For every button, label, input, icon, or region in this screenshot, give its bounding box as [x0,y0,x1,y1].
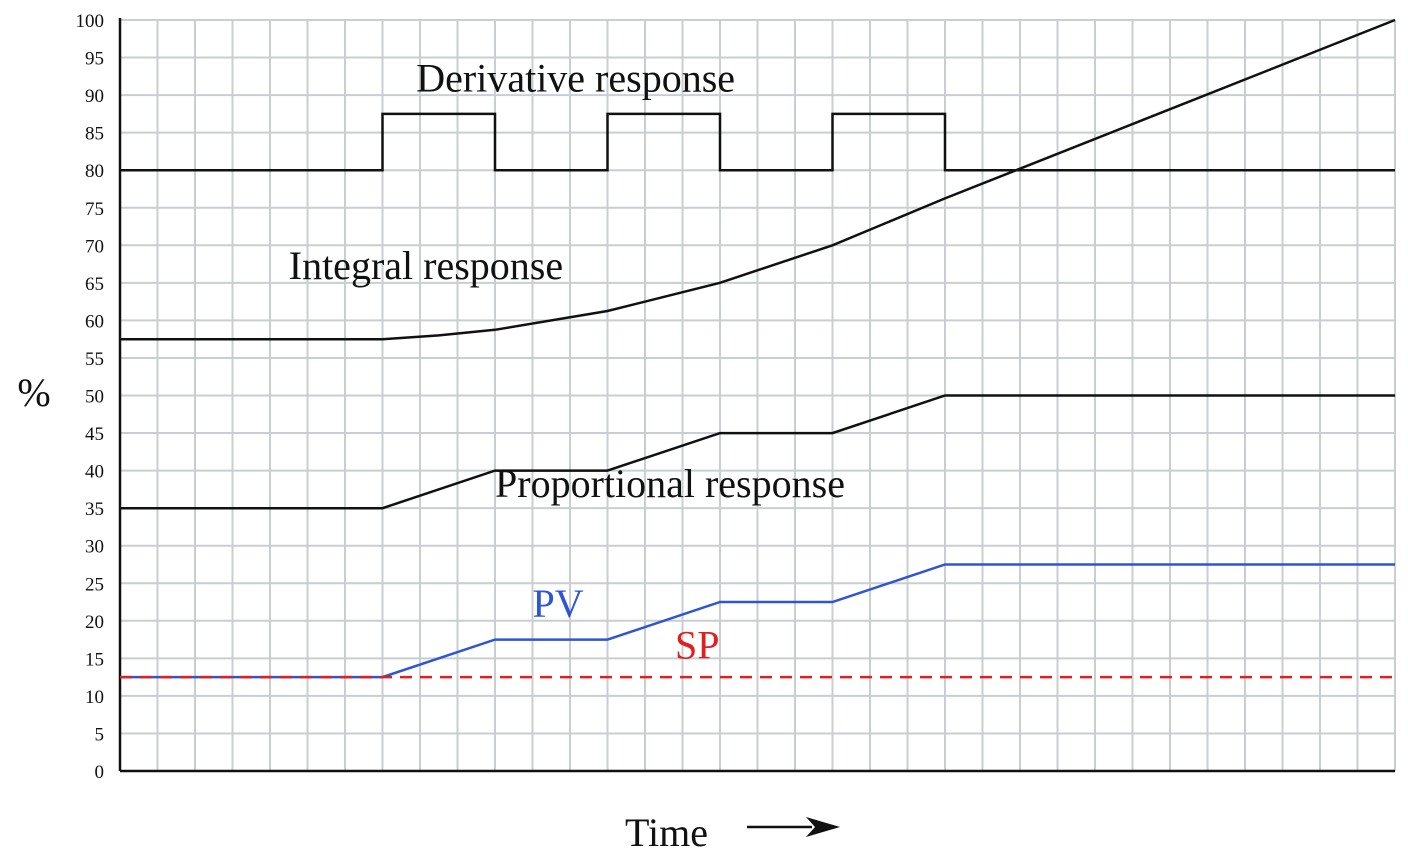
y-tick-label: 60 [85,311,104,332]
y-tick-label: 30 [85,537,104,558]
x-axis-label: Time [625,810,708,855]
y-tick-label: 55 [85,349,104,370]
annotation-proportional-response: Proportional response [495,461,845,506]
y-tick-label: 85 [85,124,104,145]
series-line-pv [120,563,1395,679]
series-line-integral-response [120,18,1396,341]
y-tick-label: 15 [85,649,104,670]
annotation-pv: PV [533,581,584,626]
series [120,18,1396,679]
y-tick-label: 90 [85,86,104,107]
y-tick-label: 5 [95,724,105,745]
axes [118,18,1395,773]
y-tick-label: 35 [85,499,104,520]
y-tick-label: 10 [85,687,104,708]
y-tick-label: 40 [85,462,104,483]
grid [120,19,1396,771]
y-tick-label: 100 [76,11,105,32]
y-tick-label: 25 [85,574,104,595]
y-tick-label: 95 [85,49,104,70]
x-axis-title: Time [625,810,840,855]
arrow-right-icon [747,817,840,837]
annotation-sp: SP [675,622,720,667]
y-tick-label: 20 [85,612,104,633]
y-axis-label: % [17,370,50,415]
annotations: Derivative response Integral response Prop… [289,55,845,667]
y-tick-labels: 0 5 10 15 20 25 30 35 40 45 50 55 60 65 70 75 80 85 90 95 10… [76,11,105,783]
y-tick-label: 75 [85,199,104,220]
y-tick-label: 0 [95,762,105,783]
y-tick-label: 50 [85,387,104,408]
annotation-derivative-response: Derivative response [416,55,735,100]
y-tick-label: 45 [85,424,104,445]
y-tick-label: 80 [85,161,104,182]
series-line-proportional-response [120,394,1395,510]
annotation-integral-response: Integral response [289,243,563,288]
y-tick-label: 70 [85,236,104,257]
y-tick-label: 65 [85,274,104,295]
series-line-derivative-response [120,112,1395,172]
